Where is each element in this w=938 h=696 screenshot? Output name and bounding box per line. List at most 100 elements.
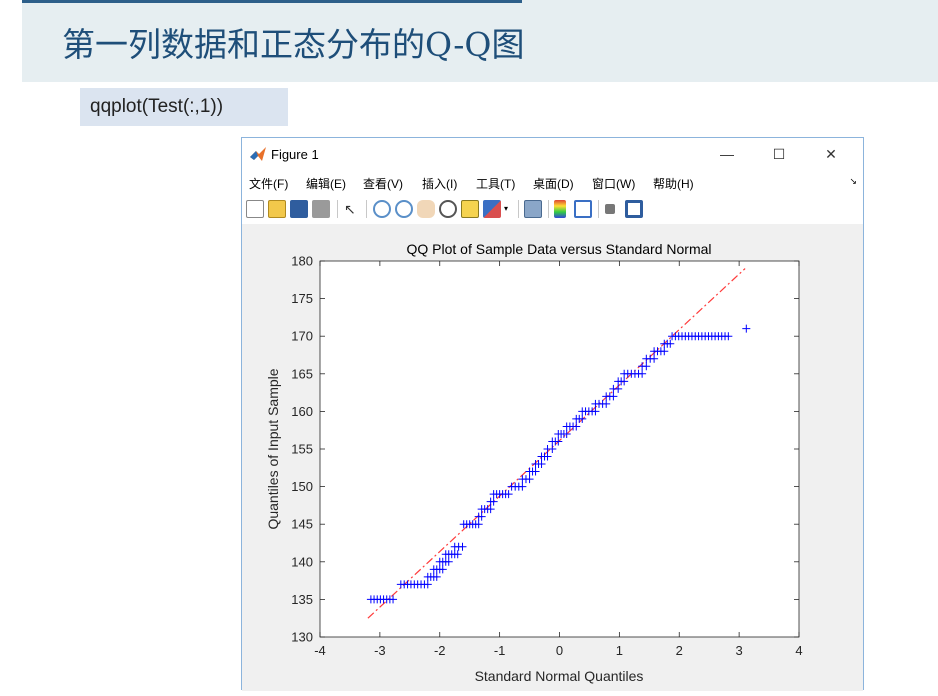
x-tick-label: -4 [314, 643, 326, 658]
open-folder-icon[interactable] [268, 200, 286, 218]
show-plot-tools-icon[interactable] [625, 200, 643, 218]
minimize-button[interactable]: — [720, 146, 734, 162]
slide-title: 第一列数据和正态分布的Q-Q图 [62, 25, 525, 64]
zoom-in-icon[interactable] [373, 200, 391, 218]
close-button[interactable]: ✕ [825, 146, 837, 162]
sample-point [554, 437, 563, 446]
toolbar-separator [518, 200, 519, 218]
maximize-button[interactable]: ☐ [772, 146, 786, 162]
sample-point [453, 550, 462, 559]
brush-icon[interactable] [483, 200, 501, 218]
x-tick-label: 2 [676, 643, 683, 658]
menu-tools[interactable]: 工具(T) [476, 177, 516, 191]
qq-plot-chart: -4 -3 -2 -1 0 1 2 3 4 130 135 140 145 150 155 160 165 170… [265, 241, 803, 684]
sample-point [642, 362, 651, 371]
x-tick-label: 0 [556, 643, 563, 658]
zoom-out-icon[interactable] [395, 200, 413, 218]
toolbar-separator [366, 200, 367, 218]
y-tick-label: 180 [291, 254, 313, 269]
colorbar-icon[interactable] [554, 200, 566, 218]
matlab-figure-window: Figure 1 — ☐ ✕ 文件(F) 编辑(E) 查看(V) 插入(I) 工… [241, 137, 864, 691]
save-icon[interactable] [290, 200, 308, 218]
y-tick-label: 160 [291, 404, 313, 419]
pan-icon[interactable] [417, 200, 435, 218]
sample-point [660, 347, 669, 356]
y-tick-label: 150 [291, 479, 313, 494]
sample-point [444, 557, 453, 566]
sample-point [543, 452, 552, 461]
menu-window[interactable]: 窗口(W) [592, 177, 636, 191]
menu-edit[interactable]: 编辑(E) [306, 177, 346, 191]
data-cursor-icon[interactable] [461, 200, 479, 218]
sample-point [504, 490, 513, 499]
menu-overflow-icon[interactable]: ↘ [849, 176, 857, 186]
sample-point [486, 505, 495, 514]
print-icon[interactable] [312, 200, 330, 218]
x-tick-label: -3 [374, 643, 386, 658]
menu-file[interactable]: 文件(F) [249, 177, 289, 191]
x-tick-label: -1 [494, 643, 506, 658]
sample-point [591, 407, 600, 416]
new-file-icon[interactable] [246, 200, 264, 218]
sample-point [489, 497, 498, 506]
x-axis-label: Standard Normal Quantiles [475, 668, 644, 684]
sample-point [389, 595, 398, 604]
sample-point [666, 339, 675, 348]
y-tick-label: 170 [291, 329, 313, 344]
sample-point [474, 520, 483, 529]
y-tick-label: 165 [291, 366, 313, 381]
sample-point [548, 445, 557, 453]
rotate-icon[interactable] [439, 200, 457, 218]
y-tick-label: 135 [291, 592, 313, 607]
x-tick-label: 4 [795, 643, 802, 658]
y-tick-label: 140 [291, 554, 313, 569]
chart-title: QQ Plot of Sample Data versus Standard N… [406, 241, 711, 257]
slide-header [22, 0, 938, 82]
x-tick-label: 3 [736, 643, 743, 658]
menu-bar: 文件(F) 编辑(E) 查看(V) 插入(I) 工具(T) 桌面(D) 窗口(W… [242, 170, 863, 194]
menu-view[interactable]: 查看(V) [363, 177, 403, 191]
legend-icon[interactable] [574, 200, 592, 218]
sample-point [742, 324, 751, 333]
link-plot-icon[interactable] [524, 200, 542, 218]
sample-point [525, 475, 534, 484]
sample-point [620, 377, 629, 386]
window-title: Figure 1 [271, 147, 319, 162]
menu-insert[interactable]: 插入(I) [422, 177, 458, 191]
window-titlebar[interactable]: Figure 1 — ☐ ✕ [242, 138, 863, 170]
sample-point [458, 542, 467, 551]
toolbar-separator [598, 200, 599, 218]
brush-dropdown-icon[interactable]: ▾ [504, 204, 509, 213]
reference-line [367, 268, 746, 619]
sample-point [562, 429, 571, 438]
figure-toolbar: ↖ ▾ [242, 194, 863, 225]
x-tick-label: 1 [616, 643, 623, 658]
sample-point [438, 565, 447, 574]
sample-point [423, 580, 432, 589]
sample-point [614, 384, 623, 393]
sample-point [432, 572, 441, 581]
hide-plot-tools-icon[interactable] [605, 204, 615, 214]
menu-desktop[interactable]: 桌面(D) [533, 177, 574, 191]
sample-point [531, 467, 540, 476]
sample-point [578, 414, 587, 423]
sample-point [650, 354, 659, 363]
menu-help[interactable]: 帮助(H) [653, 177, 694, 191]
sample-point [724, 332, 733, 341]
code-snippet: qqplot(Test(:,1)) [80, 88, 288, 126]
y-tick-label: 155 [291, 442, 313, 457]
y-tick-label: 145 [291, 517, 313, 532]
x-tick-label: -2 [434, 643, 446, 658]
slide-header-accent-line [22, 0, 522, 3]
y-axis-label: Quantiles of Input Sample [265, 368, 281, 529]
toolbar-separator [337, 200, 338, 218]
sample-point [477, 512, 486, 521]
sample-point [518, 482, 527, 491]
sample-point [638, 369, 647, 378]
y-tick-label: 130 [291, 630, 313, 645]
matlab-logo-icon [250, 147, 266, 161]
plot-area: -4 -3 -2 -1 0 1 2 3 4 130 135 140 145 150 155 160 165 170… [242, 224, 863, 691]
sample-point [537, 460, 546, 469]
sample-point [602, 399, 611, 408]
pointer-icon[interactable]: ↖ [344, 201, 356, 217]
